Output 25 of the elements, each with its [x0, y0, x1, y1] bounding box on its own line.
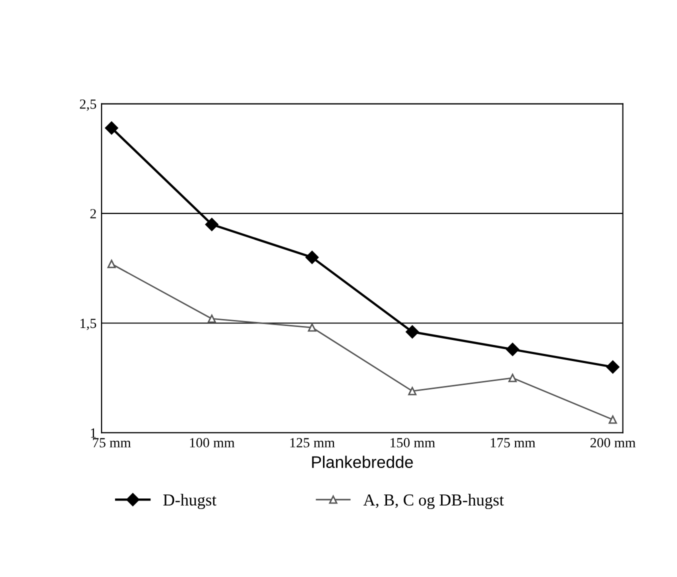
x-tick-label: 125 mm — [290, 438, 335, 448]
x-tick-label: 150 mm — [390, 438, 436, 448]
point — [208, 314, 216, 323]
y-tick-label: 1,5 — [80, 318, 96, 330]
y-tick-label: 1 — [90, 428, 96, 438]
point — [508, 374, 517, 382]
y-tick-label: 2 — [90, 209, 96, 218]
legend-label: A, B, C og DB-hugst — [363, 494, 504, 510]
point — [104, 121, 118, 135]
point — [305, 250, 319, 264]
point — [506, 342, 520, 356]
x-tick-label: 200 mm — [590, 438, 636, 448]
legend-label: D-hugst — [163, 494, 216, 510]
point — [406, 325, 419, 338]
point — [608, 415, 617, 424]
y-tick-label: 2,5 — [80, 99, 96, 111]
point — [205, 218, 218, 232]
x-tick-label: 175 mm — [490, 438, 536, 448]
point — [107, 260, 116, 268]
point — [606, 360, 620, 374]
x-tick-label: 100 mm — [190, 438, 235, 448]
x-axis-title: Plankebredde — [312, 456, 413, 468]
x-tick-label: 75 mm — [93, 438, 131, 448]
point — [408, 386, 416, 396]
point — [308, 323, 316, 332]
